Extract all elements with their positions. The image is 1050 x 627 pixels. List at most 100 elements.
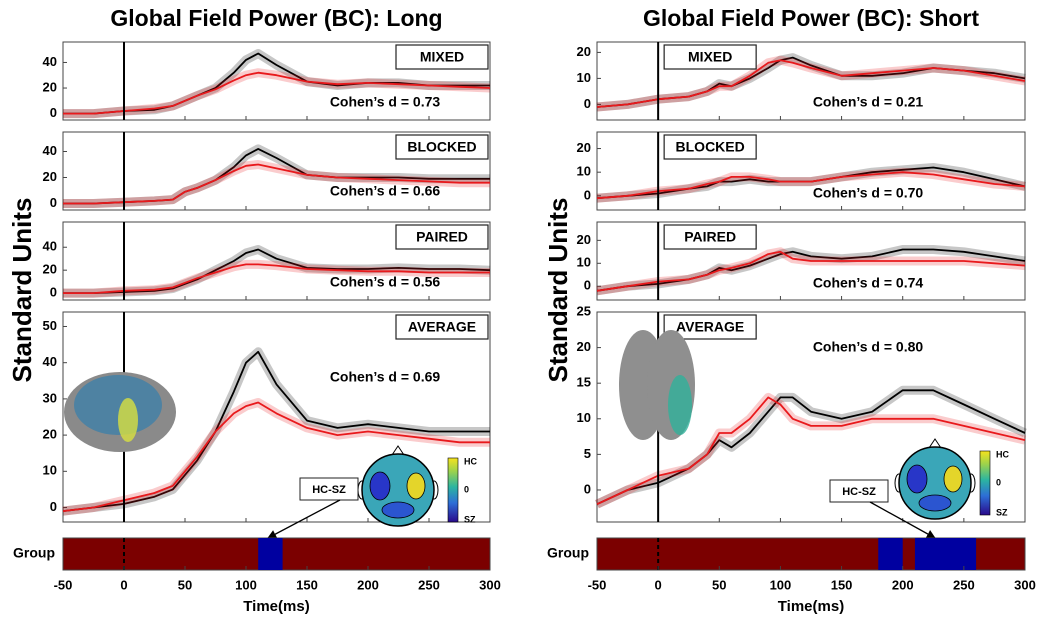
x-axis-label: Time(ms) xyxy=(243,598,309,615)
x-tick-label: 200 xyxy=(357,577,379,592)
y-tick-label: 10 xyxy=(577,410,591,425)
y-tick-label: 40 xyxy=(43,54,57,69)
y-axis-label: Standard Units xyxy=(7,198,37,383)
y-tick-label: 0 xyxy=(50,285,57,300)
x-tick-label: 50 xyxy=(178,577,192,592)
x-tick-label: 100 xyxy=(770,577,792,592)
topo-blob xyxy=(918,494,952,512)
y-tick-label: 40 xyxy=(43,354,57,369)
y-tick-label: 0 xyxy=(584,278,591,293)
colorbar-label: HC xyxy=(464,456,477,466)
colorbar-label: 0 xyxy=(996,477,1001,487)
topo-blob xyxy=(381,501,415,519)
y-tick-label: 20 xyxy=(43,169,57,184)
panel-label: BLOCKED xyxy=(407,139,476,155)
panel-label: PAIRED xyxy=(416,229,468,245)
y-tick-label: 15 xyxy=(577,375,591,390)
panel-label-box xyxy=(663,134,757,160)
panel-label-box xyxy=(663,44,757,70)
x-tick-label: 200 xyxy=(892,577,914,592)
effect-size: Cohen’s d = 0.66 xyxy=(330,183,441,199)
colorbar-label: HC xyxy=(996,449,1009,459)
y-tick-label: 20 xyxy=(43,262,57,277)
y-tick-label: 10 xyxy=(577,70,591,85)
y-tick-label: 50 xyxy=(43,318,57,333)
x-tick-label: 150 xyxy=(831,577,853,592)
x-tick-label: -50 xyxy=(54,577,73,592)
y-tick-label: 5 xyxy=(584,446,591,461)
chart-title: Global Field Power (BC): Long xyxy=(110,5,442,31)
topo-blob xyxy=(369,471,391,501)
series-line xyxy=(63,52,490,115)
y-axis-label: Standard Units xyxy=(543,198,573,383)
topo-nose xyxy=(391,445,405,456)
y-tick-label: 10 xyxy=(577,255,591,270)
x-tick-label: 100 xyxy=(235,577,257,592)
panel-label: BLOCKED xyxy=(676,139,745,155)
series-line xyxy=(63,163,490,205)
series-line xyxy=(63,263,490,294)
effect-size: Cohen’s d = 0.80 xyxy=(813,339,924,355)
y-tick-label: 0 xyxy=(584,481,591,496)
series-line xyxy=(596,171,1026,200)
panel-label-box xyxy=(395,134,489,160)
colorbar-label: SZ xyxy=(996,507,1008,517)
y-tick-label: 20 xyxy=(577,339,591,354)
x-tick-label: 0 xyxy=(655,577,662,592)
brain-image xyxy=(118,398,138,442)
contrast-label: HC-SZ xyxy=(842,486,876,498)
series-line xyxy=(596,250,1026,292)
panel-label-box xyxy=(663,224,757,250)
brain-image xyxy=(74,375,162,435)
x-axis-label: Time(ms) xyxy=(778,598,844,615)
group-interval xyxy=(258,538,283,570)
effect-size: Cohen’s d = 0.70 xyxy=(813,185,924,201)
y-tick-label: 20 xyxy=(577,232,591,247)
y-tick-label: 20 xyxy=(43,427,57,442)
colorbar xyxy=(447,457,459,523)
contrast-box xyxy=(829,479,889,503)
panel-label: MIXED xyxy=(420,49,464,65)
contrast-box xyxy=(299,477,359,501)
panel-label-box xyxy=(395,224,489,250)
brain-image xyxy=(668,375,692,435)
y-tick-label: 0 xyxy=(584,96,591,111)
chart-title: Global Field Power (BC): Short xyxy=(643,5,979,31)
y-tick-label: 30 xyxy=(43,390,57,405)
panel-label-box xyxy=(395,44,489,70)
effect-size: Cohen’s d = 0.69 xyxy=(330,369,441,385)
colorbar xyxy=(979,450,991,516)
y-tick-label: 0 xyxy=(50,499,57,514)
y-tick-label: 20 xyxy=(577,140,591,155)
series-line xyxy=(62,350,490,512)
series-line xyxy=(63,71,491,115)
x-tick-label: 300 xyxy=(1014,577,1036,592)
group-label: Group xyxy=(547,545,589,561)
series-line xyxy=(63,248,491,294)
group-interval xyxy=(878,538,903,570)
panel-label: AVERAGE xyxy=(408,319,476,335)
y-tick-label: 10 xyxy=(43,463,57,478)
topo-blob xyxy=(406,472,426,500)
colorbar-label: 0 xyxy=(464,484,469,494)
panel-frame xyxy=(596,41,1026,121)
x-tick-label: 250 xyxy=(953,577,975,592)
effect-size: Cohen’s d = 0.56 xyxy=(330,274,441,290)
x-tick-label: 150 xyxy=(296,577,318,592)
colorbar-label: SZ xyxy=(464,514,476,524)
panel-label-box xyxy=(395,314,489,340)
y-tick-label: 40 xyxy=(43,239,57,254)
series-line xyxy=(62,401,490,512)
y-tick-label: 20 xyxy=(43,79,57,94)
x-tick-label: 50 xyxy=(712,577,726,592)
x-tick-label: -50 xyxy=(588,577,607,592)
y-tick-label: 0 xyxy=(50,195,57,210)
topo-blob xyxy=(906,464,928,494)
y-tick-label: 20 xyxy=(577,44,591,59)
effect-size: Cohen’s d = 0.73 xyxy=(330,94,441,110)
contrast-label: HC-SZ xyxy=(312,484,346,496)
effect-size: Cohen’s d = 0.21 xyxy=(813,94,924,110)
topo-nose xyxy=(928,438,942,449)
y-tick-label: 40 xyxy=(43,143,57,158)
